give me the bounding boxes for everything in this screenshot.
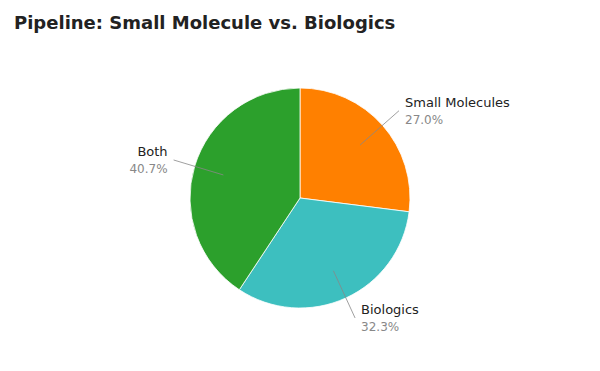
- svg-text:Biologics: Biologics: [361, 302, 419, 317]
- svg-text:40.7%: 40.7%: [129, 162, 167, 176]
- svg-text:Both: Both: [137, 144, 167, 159]
- html-text:Pipeline: Small Molecule vs. B: Pipeline: Small Molecule vs. Biologics: [14, 12, 396, 33]
- svg-text:32.3%: 32.3%: [361, 320, 399, 334]
- svg-text:27.0%: 27.0%: [405, 113, 443, 127]
- svg-text:Small Molecules: Small Molecules: [405, 95, 510, 110]
